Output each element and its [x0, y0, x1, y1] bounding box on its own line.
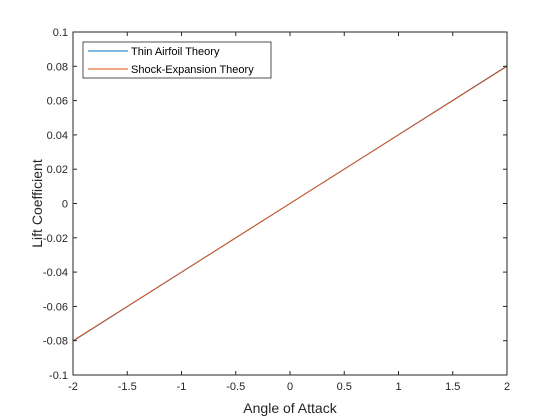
y-tick-label: -0.06	[43, 301, 68, 313]
x-tick-label: -1.5	[118, 381, 137, 393]
legend-label-shock-expansion: Shock-Expansion Theory	[131, 64, 254, 76]
series-line-1	[72, 65, 508, 342]
x-tick-label: -0.5	[226, 381, 245, 393]
x-tick-label: 2	[504, 381, 510, 393]
y-tick-label: 0.02	[47, 164, 68, 176]
x-tick-label: 1.5	[445, 381, 460, 393]
x-tick-label: 1	[395, 381, 401, 393]
y-tick-label: -0.04	[43, 267, 68, 279]
x-tick-label: 0	[287, 381, 293, 393]
x-axis-label: Angle of Attack	[243, 400, 337, 416]
legend-box	[82, 41, 272, 79]
y-tick-label: 0	[62, 199, 68, 211]
legend: Thin Airfoil Theory Shock-Expansion Theo…	[82, 41, 272, 79]
x-tick-label: 0.5	[337, 381, 352, 393]
y-tick-label: -0.02	[43, 233, 68, 245]
series-layer	[72, 65, 508, 342]
y-tick-label: 0.1	[53, 27, 68, 39]
y-axis-label: Lift Coefficient	[29, 159, 45, 248]
y-tick-label: -0.1	[49, 370, 68, 382]
ticks-layer: -2 -1.5 -1 -0.5 0 0.5 1 1.5 2 -0.1 -0.08 -0.06 -0.04…	[43, 27, 510, 393]
y-tick-label: 0.08	[47, 61, 68, 73]
y-tick-label: 0.06	[47, 96, 68, 108]
x-tick-label: -1	[177, 381, 187, 393]
x-tick-label: -2	[68, 381, 78, 393]
plot-frame	[72, 31, 508, 376]
legend-label-thin-airfoil: Thin Airfoil Theory	[131, 46, 220, 58]
y-tick-label: -0.08	[43, 336, 68, 348]
y-tick-label: 0.04	[47, 130, 68, 142]
